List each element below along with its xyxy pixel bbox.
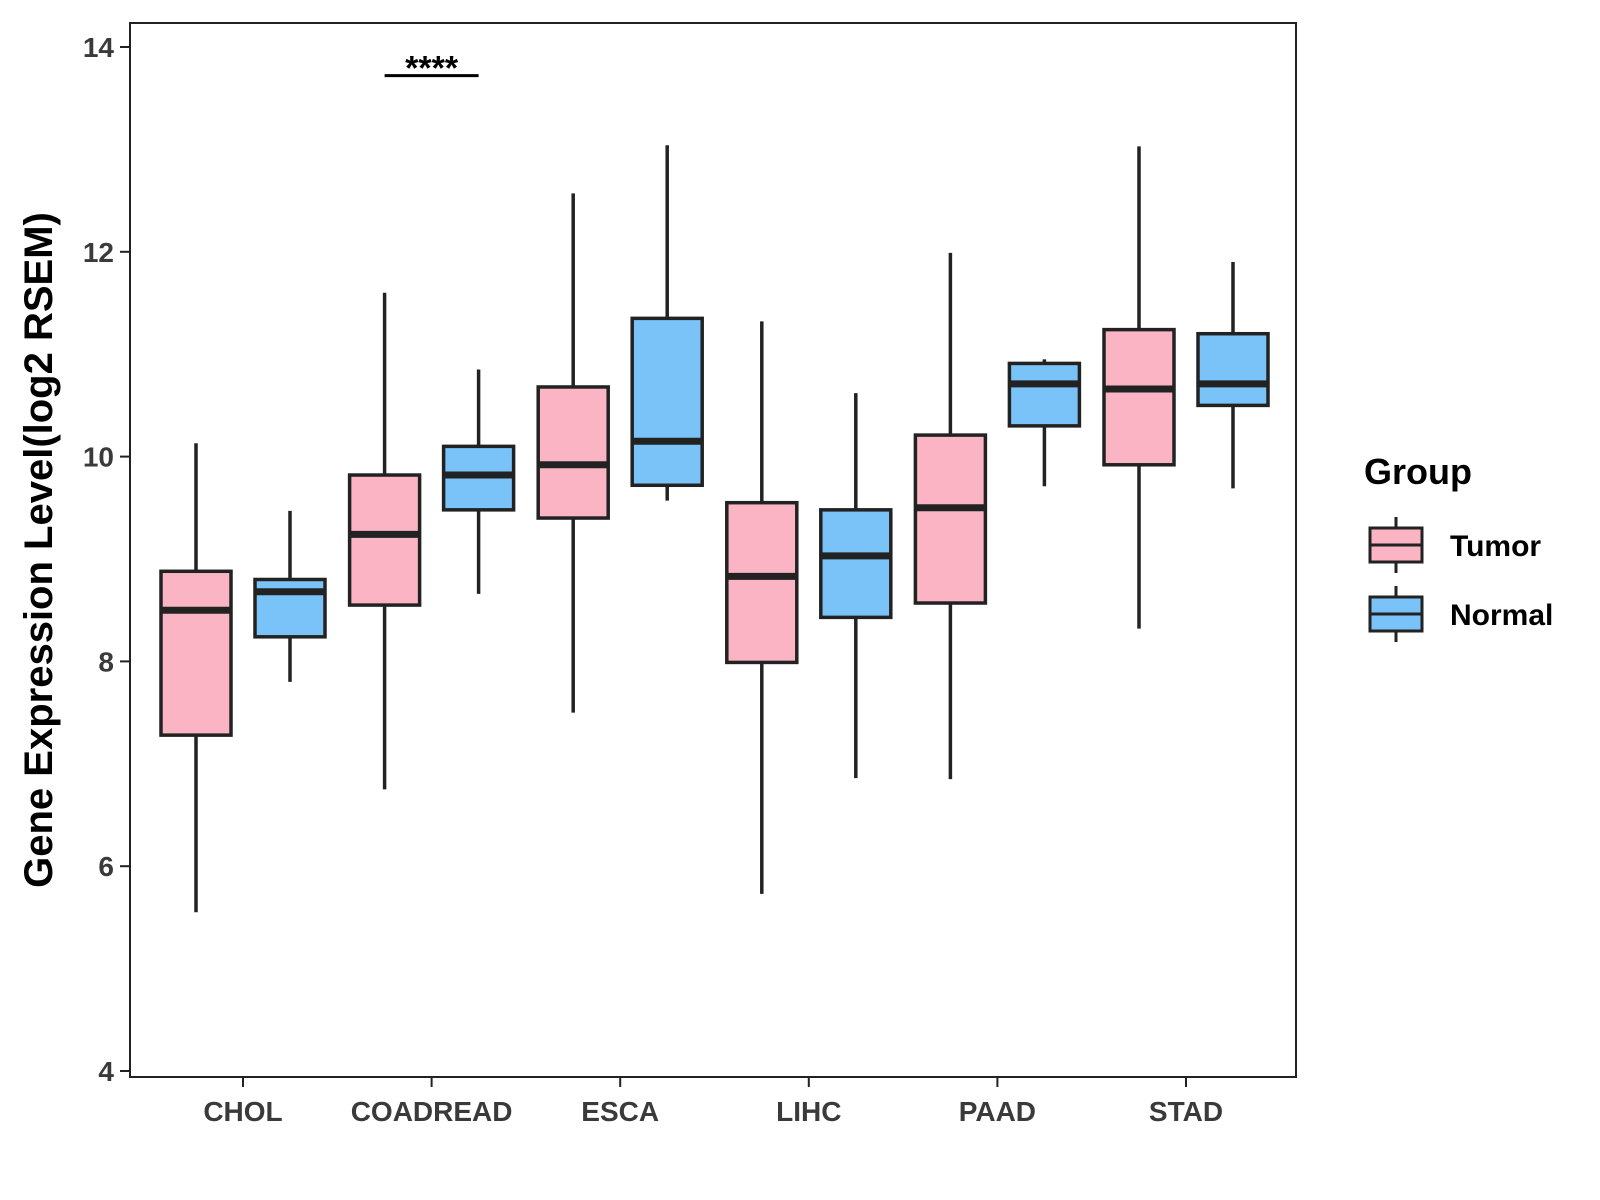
- y-axis: 4 6 8 10 12 14: [83, 32, 130, 1087]
- legend-label: Normal: [1450, 599, 1553, 632]
- y-tick-label: 6: [98, 851, 114, 882]
- box-iqr: [536, 385, 610, 520]
- box-tumor-lihc: [725, 321, 799, 894]
- box-tumor-coadread: [347, 292, 422, 790]
- box-series: [159, 145, 1270, 913]
- y-tick-label: 8: [98, 646, 114, 677]
- x-tick-label: COADREAD: [351, 1096, 513, 1127]
- legend-item-tumor: Tumor: [1368, 517, 1541, 573]
- box-iqr: [913, 433, 988, 605]
- x-tick-label: LIHC: [776, 1096, 841, 1127]
- x-tick-label: PAAD: [959, 1096, 1036, 1127]
- box-iqr: [253, 577, 327, 639]
- x-tick-label: CHOL: [203, 1096, 282, 1127]
- box-tumor-paad: [913, 252, 988, 780]
- x-tick-label: ESCA: [581, 1096, 659, 1127]
- box-iqr: [630, 316, 704, 488]
- box-iqr: [1196, 331, 1270, 408]
- plot-panel-border: [129, 22, 1297, 1078]
- legend-title: Group: [1364, 451, 1472, 492]
- box-iqr: [819, 508, 893, 620]
- significance-annotations: ****: [384, 50, 479, 88]
- box-normal-chol: [253, 510, 327, 682]
- y-tick-label: 14: [83, 32, 115, 63]
- box-tumor-chol: [159, 443, 233, 913]
- y-tick-label: 4: [98, 1056, 114, 1087]
- significance-label: ****: [405, 50, 459, 88]
- box-normal-esca: [630, 145, 704, 501]
- legend-item-normal: Normal: [1368, 586, 1553, 642]
- box-normal-paad: [1007, 359, 1082, 487]
- box-iqr: [1007, 361, 1082, 428]
- box-iqr: [725, 500, 799, 665]
- box-normal-stad: [1196, 262, 1270, 489]
- legend-label: Tumor: [1450, 530, 1541, 563]
- box-normal-lihc: [819, 393, 893, 779]
- box-tumor-stad: [1102, 146, 1176, 629]
- box-iqr: [347, 473, 422, 607]
- box-iqr: [1102, 327, 1176, 467]
- legend: Group Tumor Normal: [1364, 451, 1553, 642]
- y-axis-title: Gene Expression Level(log2 RSEM): [17, 212, 61, 888]
- y-tick-label: 12: [83, 237, 114, 268]
- box-iqr: [159, 569, 233, 737]
- x-axis: CHOL COADREAD ESCA LIHC PAAD STAD: [203, 1077, 1223, 1127]
- x-tick-label: STAD: [1149, 1096, 1223, 1127]
- box-normal-coadread: [441, 369, 516, 594]
- y-tick-label: 10: [83, 442, 114, 473]
- box-tumor-esca: [536, 193, 610, 713]
